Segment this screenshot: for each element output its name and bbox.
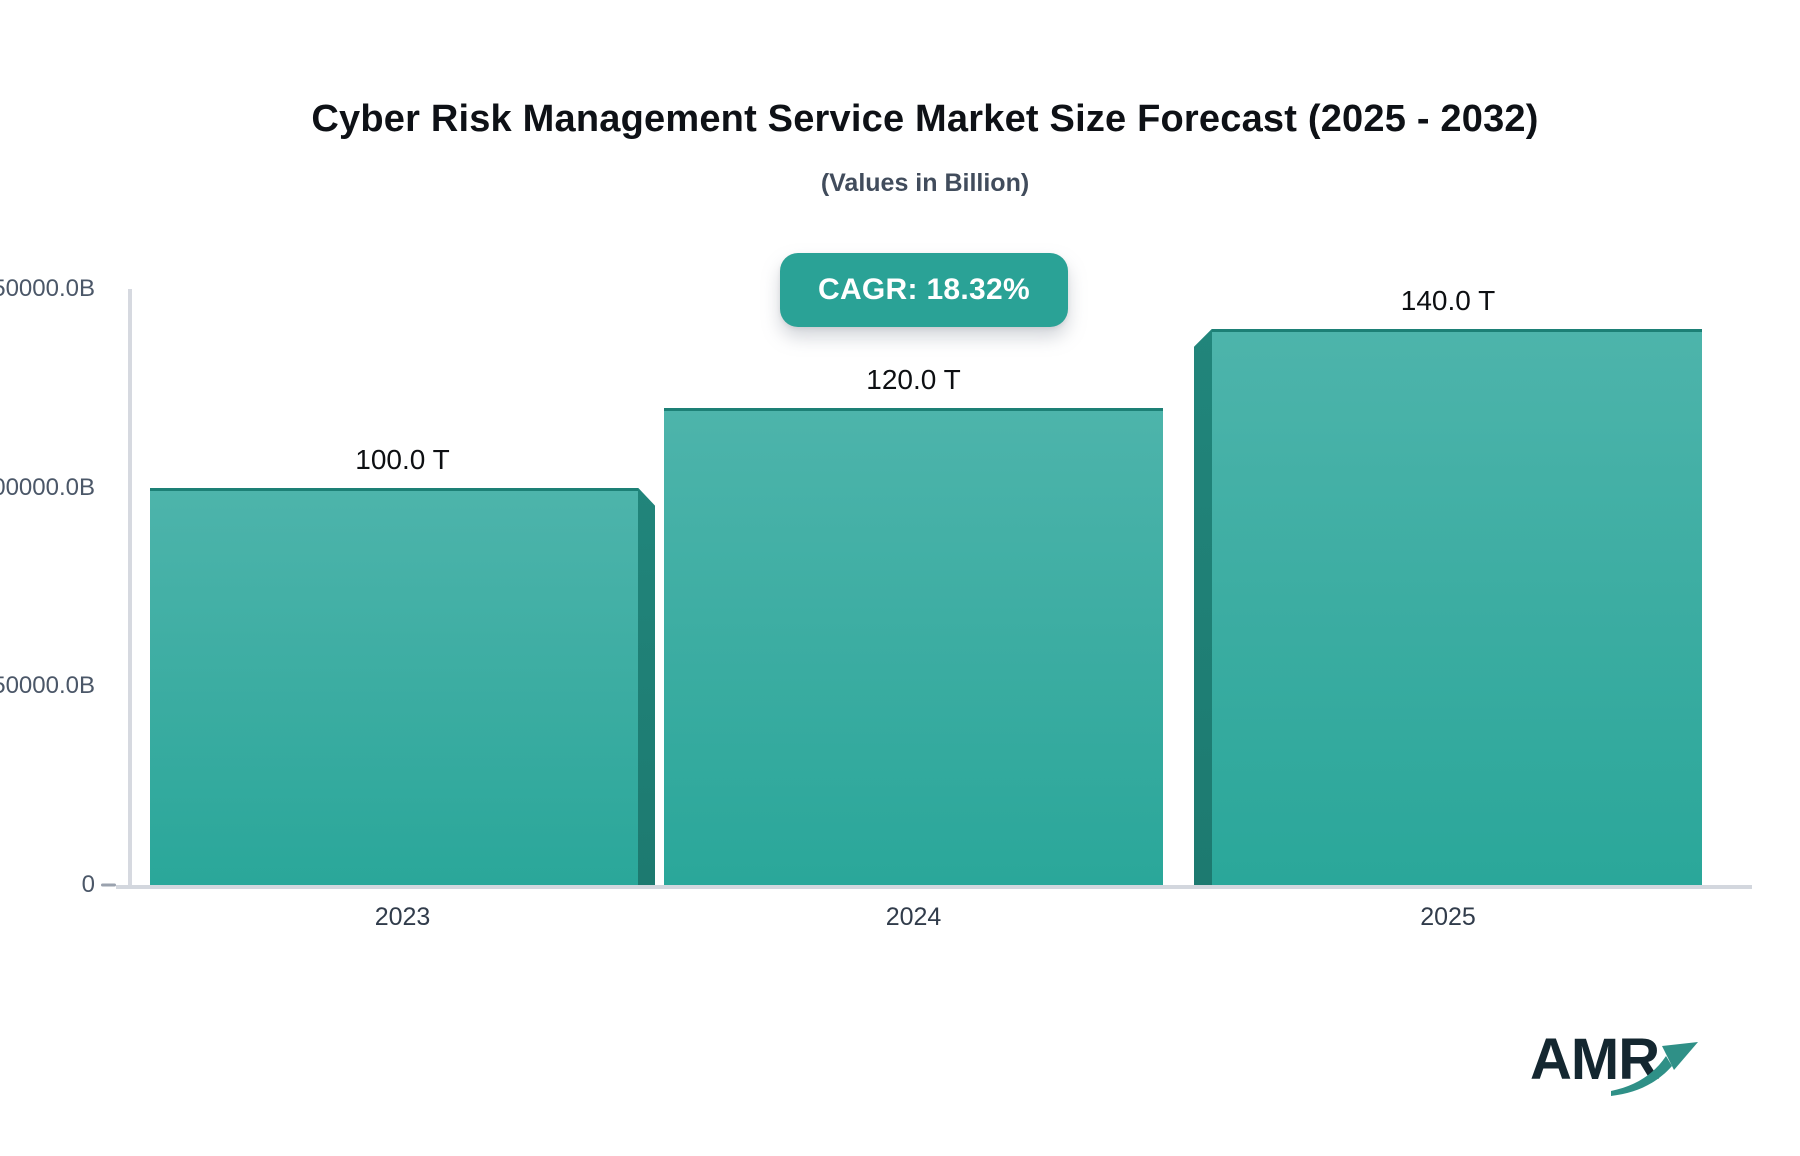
bar-value-label: 120.0 T (866, 364, 961, 396)
y-tick-label-50000: 50000.0B (0, 672, 95, 700)
y-tick-label-150000: 150000.0B (0, 275, 95, 302)
bar-2024: 120.0 T (664, 364, 1163, 885)
y-tick-mark-zero (101, 883, 116, 887)
x-axis-label-2023: 2023 (374, 903, 431, 931)
x-axis-label-2024: 2024 (885, 903, 942, 931)
bar-side-face (638, 487, 655, 885)
chart-title: Cyber Risk Management Service Market Siz… (311, 98, 1539, 140)
y-tick-label-0: 0 (81, 871, 95, 898)
x-axis-line (116, 885, 1752, 889)
growth-arrow-icon (1611, 1042, 1698, 1096)
bar-value-label: 140.0 T (1400, 284, 1496, 316)
bar-side-face (1194, 328, 1212, 885)
bar-2023: 100.0 T (150, 444, 655, 885)
bar-front-face (664, 408, 1163, 885)
y-tick-label-100000: 100000.0B (0, 473, 95, 501)
x-axis-label-2025: 2025 (1420, 903, 1476, 931)
bar-front-face (1212, 328, 1702, 885)
cagr-badge-label: CAGR: 18.32% (817, 273, 1030, 306)
bar-value-label: 100.0 T (355, 443, 450, 475)
chart-subtitle: (Values in Billion) (820, 169, 1030, 197)
y-axis-line (128, 289, 132, 885)
bar-front-face (150, 487, 638, 885)
cagr-badge: CAGR: 18.32% (780, 253, 1068, 327)
amr-logo: AMR (1530, 1026, 1710, 1116)
amr-logo-text: AMR (1530, 1027, 1660, 1092)
bar-2025: 140.0 T (1194, 285, 1702, 885)
